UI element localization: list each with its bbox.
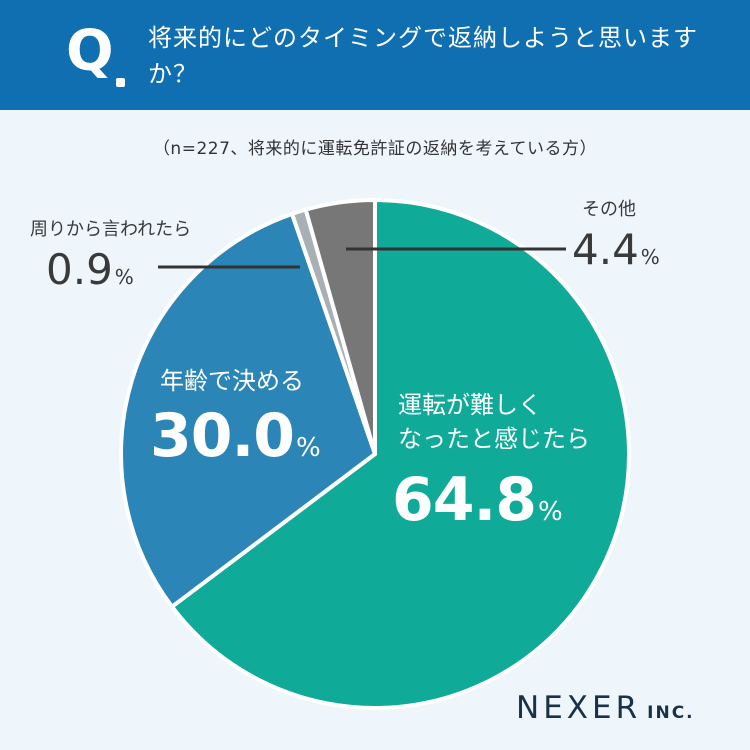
label-told: 周りから言われたら: [30, 219, 192, 240]
question-title: 将来的にどのタイミングで返納しようと思いますか？: [148, 24, 698, 88]
value-other-percent: %: [640, 245, 660, 269]
pie-slices: [119, 198, 631, 710]
q-dot: [116, 78, 125, 87]
label-difficult-line1: 運転が難しく: [398, 391, 542, 419]
nexer-logo: NEXER INC.: [516, 690, 695, 726]
value-difficult-percent: %: [538, 497, 563, 527]
value-age-number: 30.0: [150, 401, 295, 471]
value-other-number: 4.4: [572, 225, 639, 274]
label-difficult: 運転が難しく なったと感じたら: [398, 388, 590, 456]
slice-difficult: [170, 198, 631, 710]
logo-name: NEXER: [516, 690, 642, 726]
value-age-percent: %: [296, 433, 321, 463]
q-mark: Q: [66, 19, 114, 84]
value-told: 0.9%: [46, 245, 134, 294]
value-difficult: 64.8%: [392, 465, 563, 535]
value-told-percent: %: [114, 265, 134, 289]
value-told-number: 0.9: [46, 245, 113, 294]
value-difficult-number: 64.8: [392, 465, 537, 535]
label-age: 年齢で決める: [160, 367, 304, 395]
sample-note: （n=227、将来的に運転免許証の返納を考えている方）: [152, 139, 598, 159]
leader-lines: [158, 247, 566, 269]
question-header: Q 将来的にどのタイミングで返納しようと思いますか？: [0, 0, 750, 110]
slice-other: [303, 198, 377, 456]
value-age: 30.0%: [150, 401, 321, 471]
value-other: 4.4%: [572, 225, 660, 274]
label-other: その他: [582, 199, 636, 220]
slice-age: [119, 211, 377, 609]
logo-suffix: INC.: [647, 703, 695, 723]
label-difficult-line2: なったと感じたら: [398, 425, 590, 453]
